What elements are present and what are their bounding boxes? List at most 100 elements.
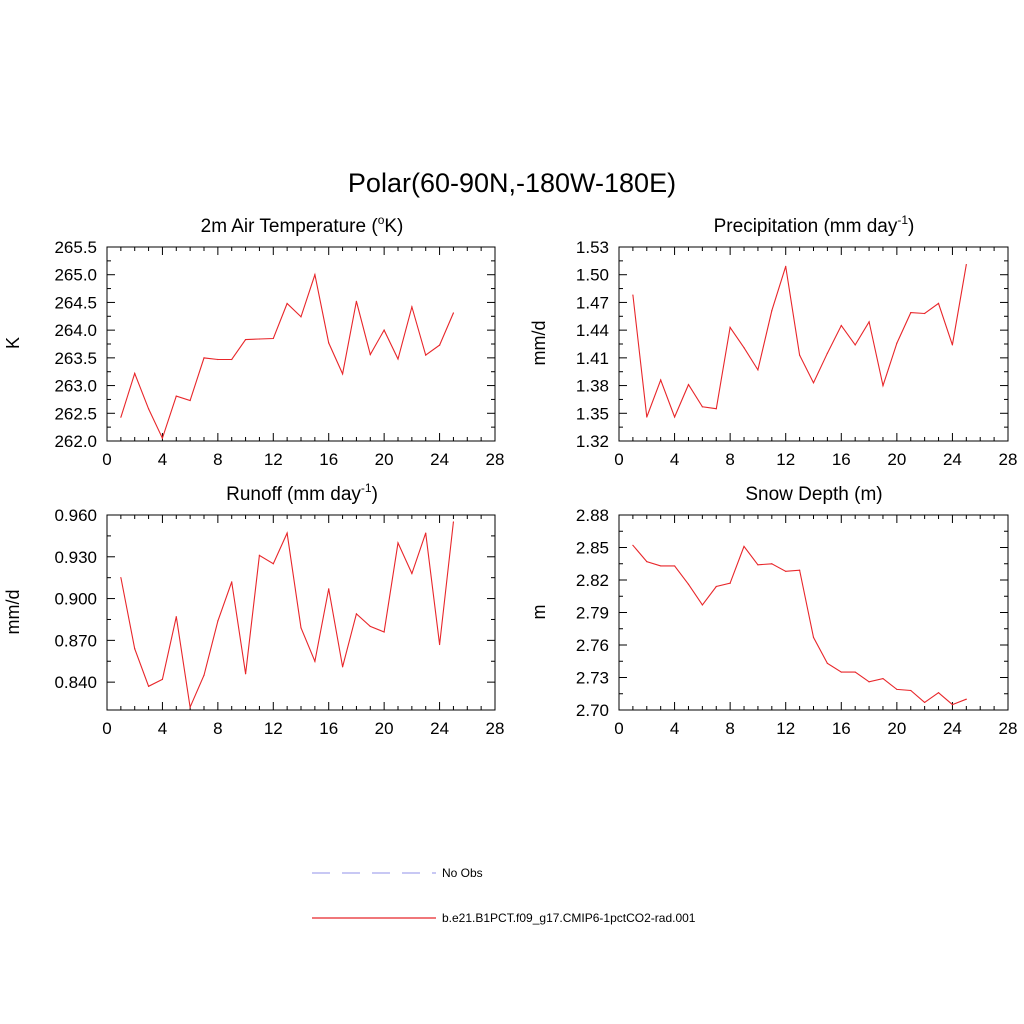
data-point xyxy=(757,564,759,566)
y-tick-label: 1.32 xyxy=(576,432,609,451)
data-point xyxy=(231,358,233,361)
data-point xyxy=(231,581,233,583)
y-tick-label: 2.85 xyxy=(576,539,609,558)
data-point xyxy=(965,263,967,266)
data-point xyxy=(951,344,954,346)
data-point xyxy=(244,338,247,341)
x-tick-label: 12 xyxy=(776,450,795,469)
y-tick-label: 2.76 xyxy=(576,636,609,655)
data-point xyxy=(812,636,815,639)
data-point xyxy=(355,613,358,615)
plot-area: 0 4 8 12 16 20 24 28 1.32 1.35 1.38 1.41 1.44 1.47 1.5… xyxy=(576,238,1018,469)
x-tick-label: 28 xyxy=(486,719,505,738)
data-point xyxy=(217,620,219,622)
y-tick-label: 0.900 xyxy=(54,590,97,609)
data-point xyxy=(896,342,898,344)
data-point xyxy=(355,300,358,302)
data-point xyxy=(244,673,247,675)
x-tick-label: 24 xyxy=(943,719,962,738)
data-point xyxy=(175,616,177,618)
data-point xyxy=(300,627,302,629)
axes-frame xyxy=(618,514,1009,711)
data-point xyxy=(161,437,164,439)
y-tick-label: 2.70 xyxy=(576,701,609,720)
panel-title: Precipitation (mm day-1) xyxy=(714,213,915,237)
data-point xyxy=(397,358,399,360)
data-point xyxy=(826,662,828,665)
data-point xyxy=(397,542,399,544)
data-point xyxy=(757,369,759,371)
data-point xyxy=(286,302,288,305)
y-tick-label: 2.79 xyxy=(576,604,609,623)
x-tick-label: 16 xyxy=(319,719,338,738)
data-point xyxy=(799,354,801,356)
data-point xyxy=(854,344,856,346)
x-tick-label: 12 xyxy=(264,450,283,469)
data-point xyxy=(660,379,662,381)
data-point xyxy=(189,706,191,708)
data-point xyxy=(826,352,828,354)
data-point xyxy=(840,671,842,673)
x-tick-label: 12 xyxy=(264,719,283,738)
x-tick-label: 8 xyxy=(213,450,222,469)
data-point xyxy=(743,545,745,548)
y-tick-label: 1.44 xyxy=(576,321,609,340)
y-tick-label: 2.88 xyxy=(576,506,609,525)
x-tick-label: 0 xyxy=(614,450,623,469)
panel-title: Snow Depth (m) xyxy=(745,484,882,505)
data-point xyxy=(785,265,787,267)
data-point xyxy=(729,326,731,328)
data-point xyxy=(646,416,648,418)
y-tick-label: 1.38 xyxy=(576,377,609,396)
data-point xyxy=(217,358,219,361)
data-point xyxy=(882,384,884,387)
data-point xyxy=(300,316,302,318)
y-tick-label: 264.0 xyxy=(54,321,97,340)
data-point xyxy=(134,648,136,650)
data-point xyxy=(715,408,717,410)
y-tick-label: 0.870 xyxy=(54,631,97,650)
data-point xyxy=(328,342,330,344)
data-point xyxy=(632,544,634,546)
data-point xyxy=(175,395,177,397)
panel-runoff: Runoff (mm day-1) mm/d 0 4 8 12 16 20 24 28 0.84… xyxy=(3,481,504,738)
x-tick-label: 8 xyxy=(725,450,734,469)
data-point xyxy=(937,692,940,694)
legend-label-no-obs: No Obs xyxy=(442,866,483,880)
x-tick-label: 24 xyxy=(430,450,449,469)
data-point xyxy=(258,554,261,556)
x-tick-label: 8 xyxy=(725,719,734,738)
data-point xyxy=(632,294,634,296)
y-tick-label: 1.53 xyxy=(576,238,609,257)
data-point xyxy=(660,565,662,567)
data-point xyxy=(147,685,150,687)
panel-air-temperature: 2m Air Temperature (oK) K 0 4 8 12 16 20 24 28 2… xyxy=(3,213,504,469)
x-tick-label: 8 xyxy=(213,719,222,738)
data-point xyxy=(452,312,455,314)
y-tick-label: 1.41 xyxy=(576,349,609,368)
series-line xyxy=(632,544,967,706)
data-point xyxy=(383,329,385,331)
legend: No Obs b.e21.B1PCT.f09_g17.CMIP6-1pctCO2… xyxy=(312,866,696,925)
x-tick-label: 16 xyxy=(832,719,851,738)
data-point xyxy=(258,338,261,340)
data-point xyxy=(743,347,745,349)
data-point xyxy=(341,666,344,668)
y-tick-label: 0.930 xyxy=(54,548,97,567)
y-axis-label: mm/d xyxy=(3,590,23,635)
x-tick-label: 24 xyxy=(430,719,449,738)
data-point xyxy=(673,565,676,567)
y-tick-label: 263.0 xyxy=(54,377,97,396)
y-axis-label: K xyxy=(3,337,23,349)
data-point xyxy=(799,569,801,571)
data-point xyxy=(425,354,427,356)
y-tick-label: 1.50 xyxy=(576,266,609,285)
data-point xyxy=(701,406,703,408)
y-tick-label: 0.840 xyxy=(54,673,97,692)
data-point xyxy=(286,532,288,534)
axes-frame xyxy=(106,514,496,711)
data-point xyxy=(937,302,940,304)
x-tick-label: 0 xyxy=(102,450,111,469)
x-tick-label: 20 xyxy=(375,450,394,469)
y-tick-label: 0.960 xyxy=(54,506,97,525)
